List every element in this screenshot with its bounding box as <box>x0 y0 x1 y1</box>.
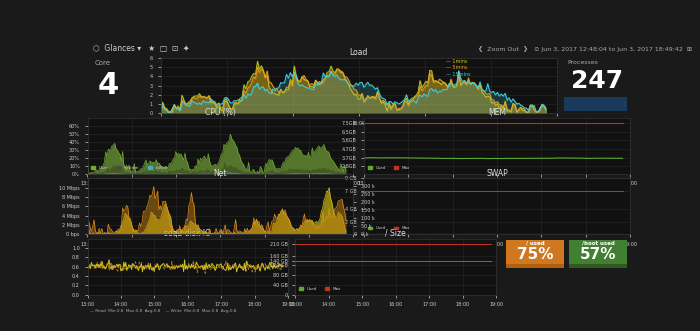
Text: / used: / used <box>526 241 545 246</box>
Text: ⬡  Glances ▾   ★  □  ⊡  ✦: ⬡ Glances ▾ ★ □ ⊡ ✦ <box>93 44 189 53</box>
Text: ❮  Zoom Out  ❯   ⊙ Jun 3, 2017 12:48:04 to Jun 3, 2017 18:49:42  ⊞: ❮ Zoom Out ❯ ⊙ Jun 3, 2017 12:48:04 to J… <box>478 46 692 52</box>
Text: — Tx  Min:39  Max:278.3 k  Avg:13.0 k: — Tx Min:39 Max:278.3 k Avg:13.0 k <box>207 247 286 251</box>
Text: 57%: 57% <box>580 247 617 262</box>
Text: — Read  Min:0.8  Max:0.8  Avg:0.8    — Write  Min:0.8  Max:0.8  Avg:0.8: — Read Min:0.8 Max:0.8 Avg:0.8 — Write M… <box>90 308 236 312</box>
Legend: Used, Max: Used, Max <box>366 225 412 232</box>
Text: 247: 247 <box>570 69 623 93</box>
Legend: Used, Max: Used, Max <box>298 285 343 293</box>
FancyBboxPatch shape <box>569 240 627 268</box>
Text: — 1mins: — 1mins <box>446 59 468 64</box>
Title: / Size: / Size <box>386 229 406 238</box>
Text: — 5mins: — 5mins <box>446 66 468 71</box>
Text: Core: Core <box>94 60 111 66</box>
FancyBboxPatch shape <box>569 264 627 268</box>
Title: CPU (%): CPU (%) <box>205 108 236 117</box>
Text: /boot used: /boot used <box>582 241 615 246</box>
Title: Load: Load <box>349 48 368 57</box>
Text: — 15mins: — 15mins <box>446 72 470 77</box>
Legend: User, System, loWait: User, System, loWait <box>90 165 169 172</box>
Title: MEM: MEM <box>488 108 506 117</box>
Text: 4: 4 <box>98 71 119 100</box>
Text: 75%: 75% <box>517 247 553 262</box>
Text: — Rx  Min:0 bps  Max:9.34 Mbps  Avg:338 kbps: — Rx Min:0 bps Max:9.34 Mbps Avg:338 kbp… <box>90 247 188 251</box>
FancyBboxPatch shape <box>505 240 564 268</box>
Legend: Used, Max: Used, Max <box>366 165 412 172</box>
FancyBboxPatch shape <box>564 97 626 111</box>
Title: Net: Net <box>214 168 228 177</box>
Text: Processes: Processes <box>568 60 598 65</box>
Title: sda2 disk IO: sda2 disk IO <box>164 229 211 238</box>
Title: SWAP: SWAP <box>486 168 508 177</box>
FancyBboxPatch shape <box>505 264 564 268</box>
